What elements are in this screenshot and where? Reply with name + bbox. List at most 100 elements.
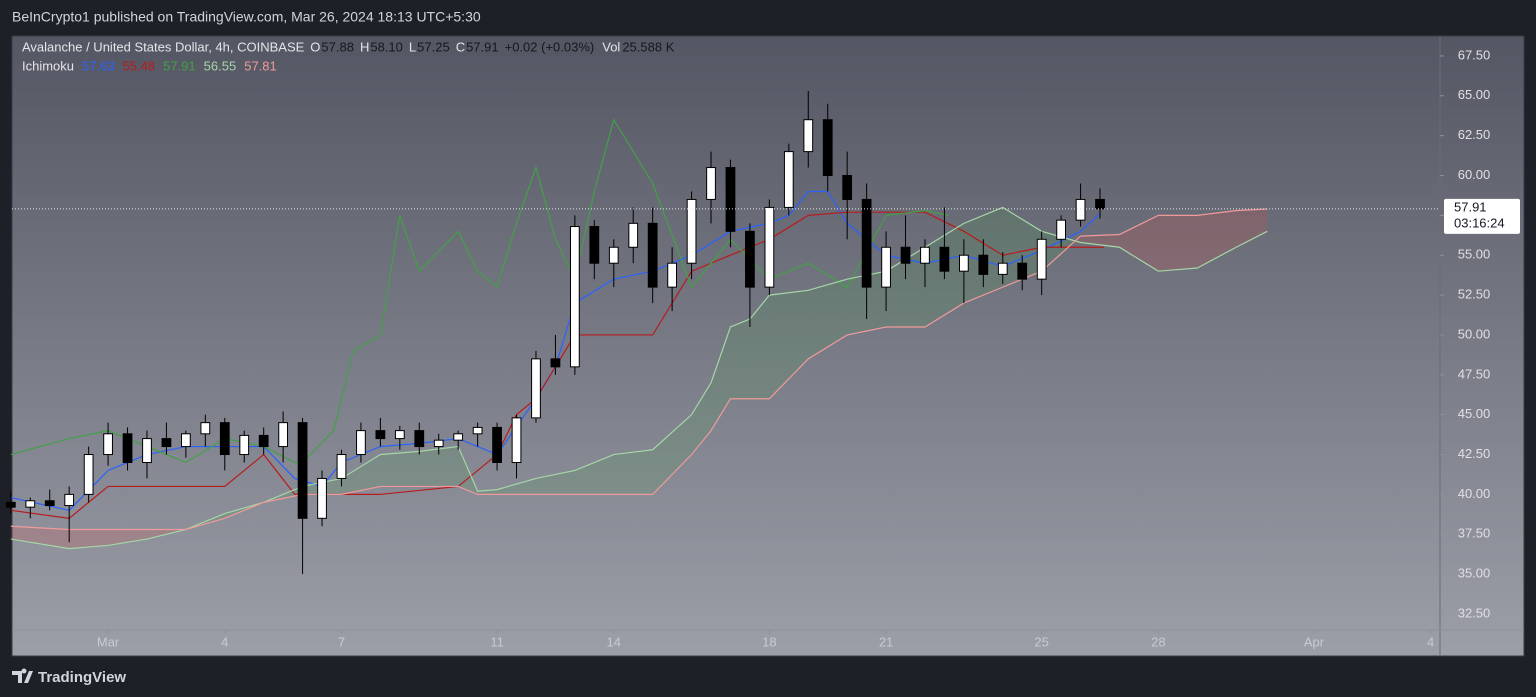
cloud — [380, 451, 420, 487]
y-tick-label: 50.00 — [1458, 326, 1491, 341]
brand: TradingView — [38, 669, 126, 686]
legend-item: 55.48 — [123, 58, 156, 73]
candle-body — [83, 454, 94, 495]
countdown: 03:16:24 — [1454, 215, 1505, 230]
chart-pane — [11, 35, 1525, 657]
legend-item: O — [310, 39, 320, 54]
candle-body — [881, 246, 891, 288]
candle-body — [569, 226, 580, 368]
candle-body — [336, 454, 347, 479]
candle-body — [745, 230, 755, 288]
y-tick-label: 42.50 — [1458, 446, 1491, 461]
footer-logo: TradingView — [12, 668, 126, 686]
candle-body — [200, 422, 211, 435]
cloud — [613, 449, 653, 495]
legend-item: Ichimoku — [22, 58, 74, 73]
x-tick-label: 11 — [490, 634, 504, 649]
candle-body — [822, 119, 833, 177]
candle-body — [25, 500, 36, 508]
y-tick-label: 67.50 — [1458, 47, 1491, 62]
cloud — [69, 529, 109, 549]
indicator-line — [10, 211, 1104, 519]
candle-body — [725, 167, 736, 232]
candle-body — [122, 433, 133, 464]
indicator-line — [10, 206, 1268, 550]
y-tick-label: 40.00 — [1458, 486, 1491, 501]
candle-body — [1017, 262, 1028, 280]
candle-body — [453, 433, 464, 441]
cloud — [808, 279, 848, 359]
indicator-line — [10, 118, 949, 464]
cloud — [1158, 215, 1198, 272]
y-tick-label: 65.00 — [1458, 87, 1491, 102]
candle-body — [356, 430, 366, 456]
x-tick-label: Mar — [97, 634, 120, 649]
candle-body — [103, 433, 113, 456]
candle-body — [920, 246, 930, 264]
candle-body — [589, 226, 600, 264]
legend-item: L — [409, 39, 416, 54]
candle-body — [1056, 219, 1066, 240]
x-tick-label: 21 — [879, 634, 893, 649]
y-tick-label: 32.50 — [1458, 605, 1491, 620]
candle-body — [608, 246, 619, 264]
legend-item: 57.63 — [82, 58, 115, 73]
candle-body — [861, 198, 872, 288]
publisher: BeInCrypto1 published on TradingView.com… — [12, 9, 481, 25]
y-tick-label: 55.00 — [1458, 247, 1491, 262]
candle-body — [64, 493, 75, 507]
candle-body — [783, 151, 794, 208]
candle-body — [394, 430, 405, 440]
legend-item: 25.588 K — [622, 39, 674, 54]
candle-body — [181, 433, 191, 448]
candle-body — [472, 426, 483, 435]
cloud — [769, 290, 809, 399]
cloud — [535, 470, 575, 495]
candle-body — [239, 434, 250, 456]
cloud — [886, 247, 925, 327]
cloud — [730, 319, 750, 399]
candle-body — [1075, 198, 1086, 221]
cloud — [108, 529, 147, 546]
candle-body — [414, 430, 425, 448]
x-tick-label: 7 — [338, 634, 345, 649]
candle-body — [44, 500, 55, 507]
y-tick-label: 37.50 — [1458, 526, 1491, 541]
candle-body — [550, 358, 561, 368]
cloud — [1080, 234, 1120, 248]
legend-item: 57.88 — [321, 39, 354, 54]
candle-body — [978, 254, 989, 275]
cloud — [652, 414, 692, 495]
candle-body — [939, 246, 950, 272]
indicator-line — [10, 208, 1268, 531]
cloud — [477, 489, 498, 495]
candle-body — [764, 206, 775, 288]
legend-item: 57.91 — [163, 58, 196, 73]
candle-body — [1095, 198, 1105, 210]
x-tick-label: 25 — [1034, 634, 1048, 649]
candle-body — [647, 222, 658, 288]
legend-item: 57.25 — [417, 39, 450, 54]
candle-body — [803, 119, 814, 153]
candle-body — [317, 477, 327, 519]
candle-body — [142, 438, 152, 464]
x-tick-label: 4 — [221, 634, 228, 649]
cloud — [749, 295, 770, 399]
price-label-box — [1444, 198, 1520, 234]
legend-item: C — [456, 39, 465, 54]
cloud — [341, 454, 381, 495]
cloud — [711, 326, 731, 431]
candle-body — [686, 198, 697, 264]
y-tick-label: 60.00 — [1458, 167, 1491, 182]
legend: Avalanche / United States Dollar, 4h, CO… — [22, 39, 675, 73]
candle-body — [667, 262, 678, 288]
legend-item: Avalanche / United States Dollar, 4h, CO… — [22, 39, 305, 54]
candle-body — [258, 434, 269, 448]
cloud — [1002, 207, 1042, 288]
x-tick-label: 28 — [1151, 634, 1165, 649]
cloud — [1236, 209, 1268, 248]
candle-body — [161, 438, 172, 448]
cloud — [419, 446, 459, 487]
cloud — [10, 526, 70, 549]
